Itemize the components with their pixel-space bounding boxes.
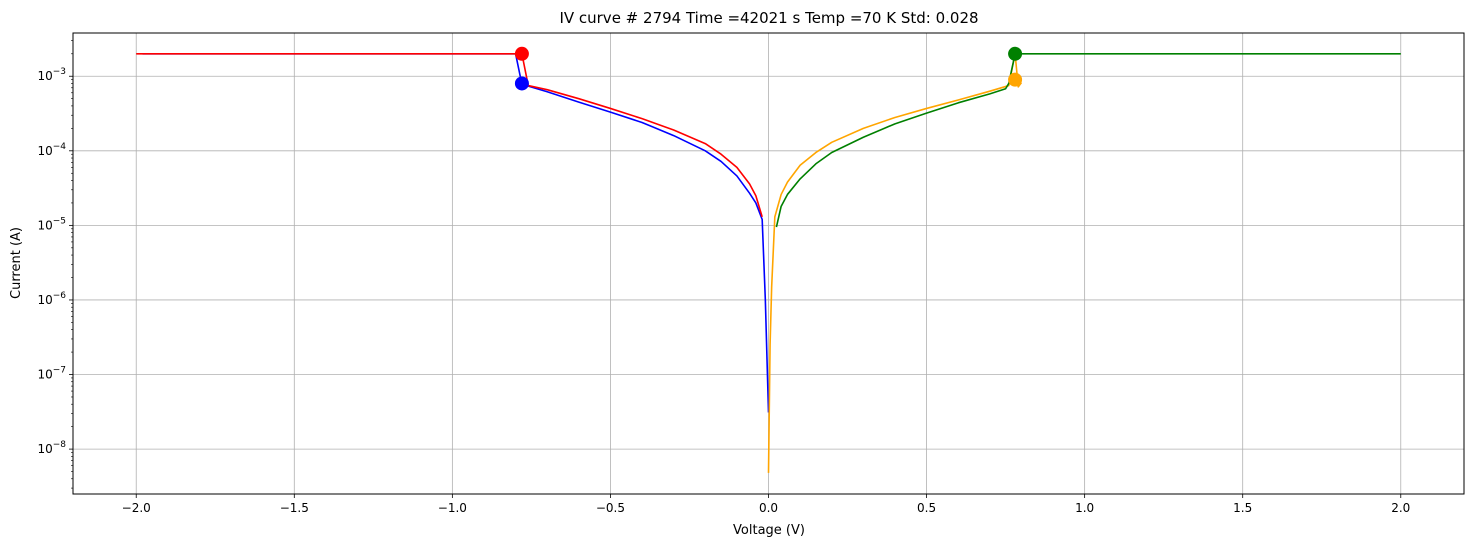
y-tick-label: 10−6 [37, 291, 66, 307]
y-tick-label: 10−5 [37, 216, 66, 232]
x-tick-label: −1.0 [438, 501, 467, 515]
x-axis-label: Voltage (V) [733, 523, 805, 538]
y-tick-exponent: −4 [53, 142, 67, 152]
x-tick-label: −1.5 [280, 501, 309, 515]
grid-lines [73, 33, 1464, 494]
series-line-3 [775, 52, 1401, 228]
marker-point-2 [1008, 46, 1023, 61]
marker-point-1 [514, 76, 529, 91]
y-tick-exponent: −5 [53, 216, 66, 226]
y-tick-label: 10−7 [37, 366, 66, 382]
marker-point-3 [1008, 72, 1023, 87]
x-tick-label: 1.0 [1075, 501, 1094, 515]
y-tick-label: 10−3 [37, 67, 66, 83]
x-tick-label: 2.0 [1391, 501, 1410, 515]
y-tick-exponent: −7 [53, 366, 66, 376]
y-tick-base: 10 [37, 69, 52, 83]
x-tick-label: −0.5 [596, 501, 625, 515]
marker-point-0 [514, 46, 529, 61]
y-tick-base: 10 [37, 218, 52, 232]
y-axis-label: Current (A) [9, 227, 24, 299]
x-axis-ticks: −2.0 −1.5 −1.0 −0.5 0.0 0.5 1.0 1.5 2.0 [122, 494, 1410, 515]
y-tick-label: 10−8 [37, 440, 66, 456]
y-tick-base: 10 [37, 144, 52, 158]
series-line-1 [136, 52, 763, 218]
y-tick-base: 10 [37, 442, 52, 456]
y-tick-base: 10 [37, 293, 52, 307]
x-tick-label: 0.5 [917, 501, 936, 515]
x-tick-label: 0.0 [759, 501, 778, 515]
y-tick-base: 10 [37, 368, 52, 382]
y-tick-exponent: −8 [53, 440, 67, 450]
y-tick-label: 10−4 [37, 142, 66, 158]
y-tick-exponent: −6 [53, 291, 67, 301]
y-axis-ticks: 10−810−710−610−510−410−3 [37, 40, 73, 489]
y-tick-exponent: −3 [53, 67, 66, 77]
series-layer [136, 52, 1401, 473]
x-tick-label: 1.5 [1233, 501, 1252, 515]
chart-title: IV curve # 2794 Time =42021 s Temp =70 K… [559, 9, 978, 27]
marker-layer [514, 46, 1023, 91]
x-tick-label: −2.0 [122, 501, 151, 515]
